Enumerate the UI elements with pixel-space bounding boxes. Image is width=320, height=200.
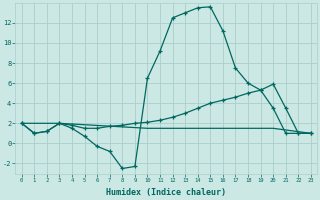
X-axis label: Humidex (Indice chaleur): Humidex (Indice chaleur) [106, 188, 226, 197]
